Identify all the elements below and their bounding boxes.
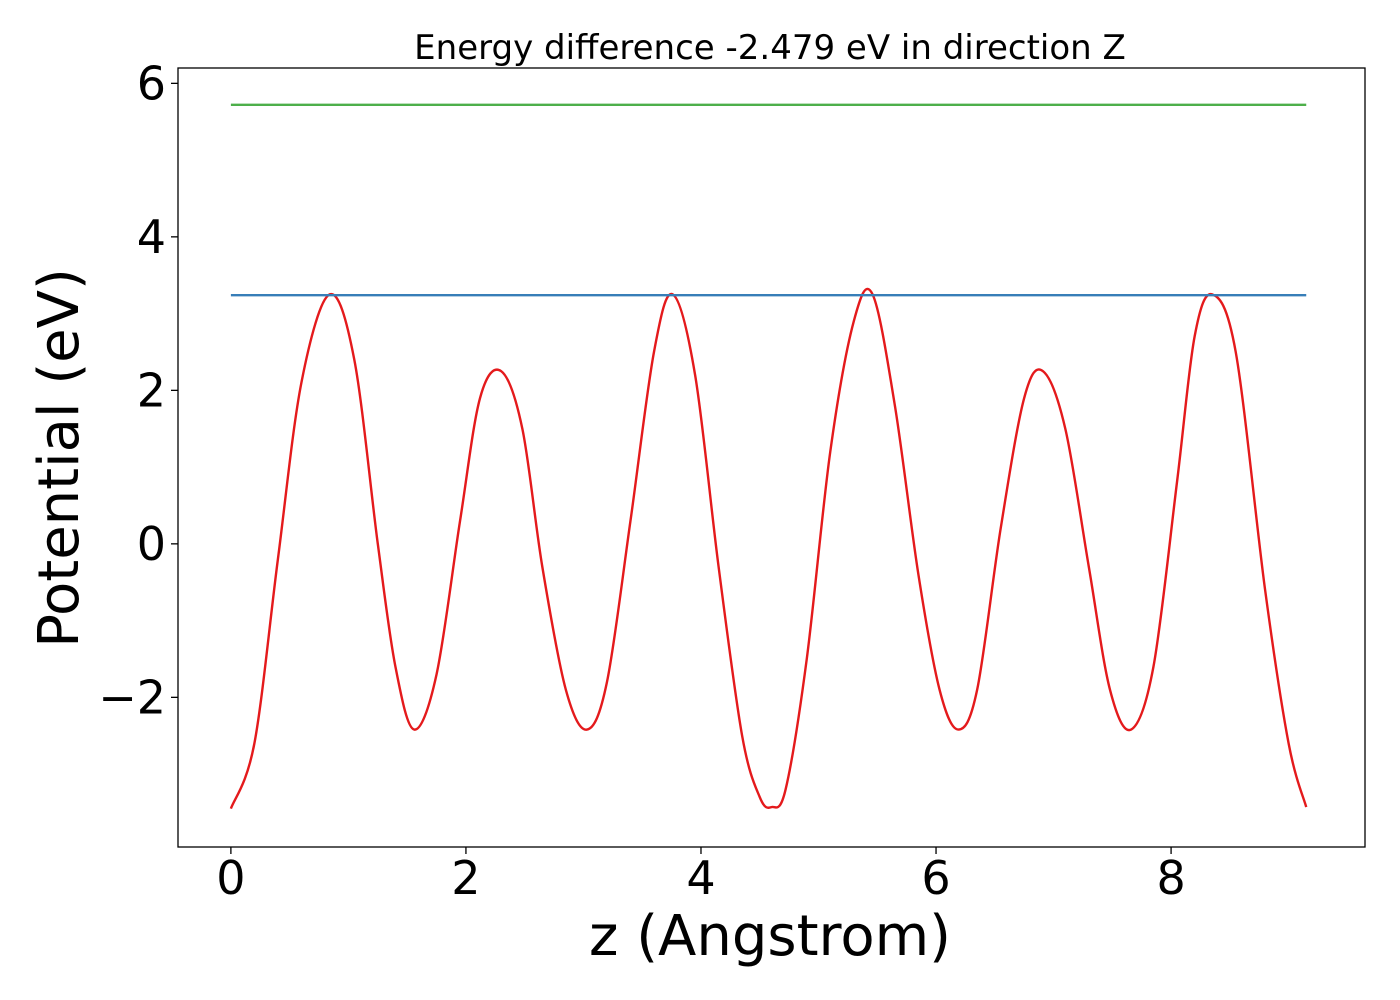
plot-frame xyxy=(177,67,1366,848)
series-line-0 xyxy=(229,287,1308,810)
x-tick-label: 8 xyxy=(1156,851,1185,905)
chart-title: Energy difference -2.479 eV in direction… xyxy=(414,28,1126,68)
y-tick-label: 4 xyxy=(137,210,166,264)
x-tick-label: 4 xyxy=(686,851,715,905)
x-axis-title: z (Angstrom) xyxy=(589,904,951,969)
y-tick-label: 0 xyxy=(137,517,166,571)
plot-lines xyxy=(229,103,1308,810)
x-tick-label: 2 xyxy=(451,851,480,905)
y-tick-label: −2 xyxy=(98,670,166,724)
x-tick-label: 6 xyxy=(921,851,950,905)
y-tick-label: 2 xyxy=(137,363,166,417)
y-axis-title: Potential (eV) xyxy=(27,268,92,648)
x-axis-ticks: 0 2 4 6 8 xyxy=(216,847,1186,905)
x-tick-label: 0 xyxy=(216,851,245,905)
y-axis-ticks: −2 0 2 4 6 xyxy=(98,56,178,724)
y-tick-label: 6 xyxy=(137,56,166,110)
